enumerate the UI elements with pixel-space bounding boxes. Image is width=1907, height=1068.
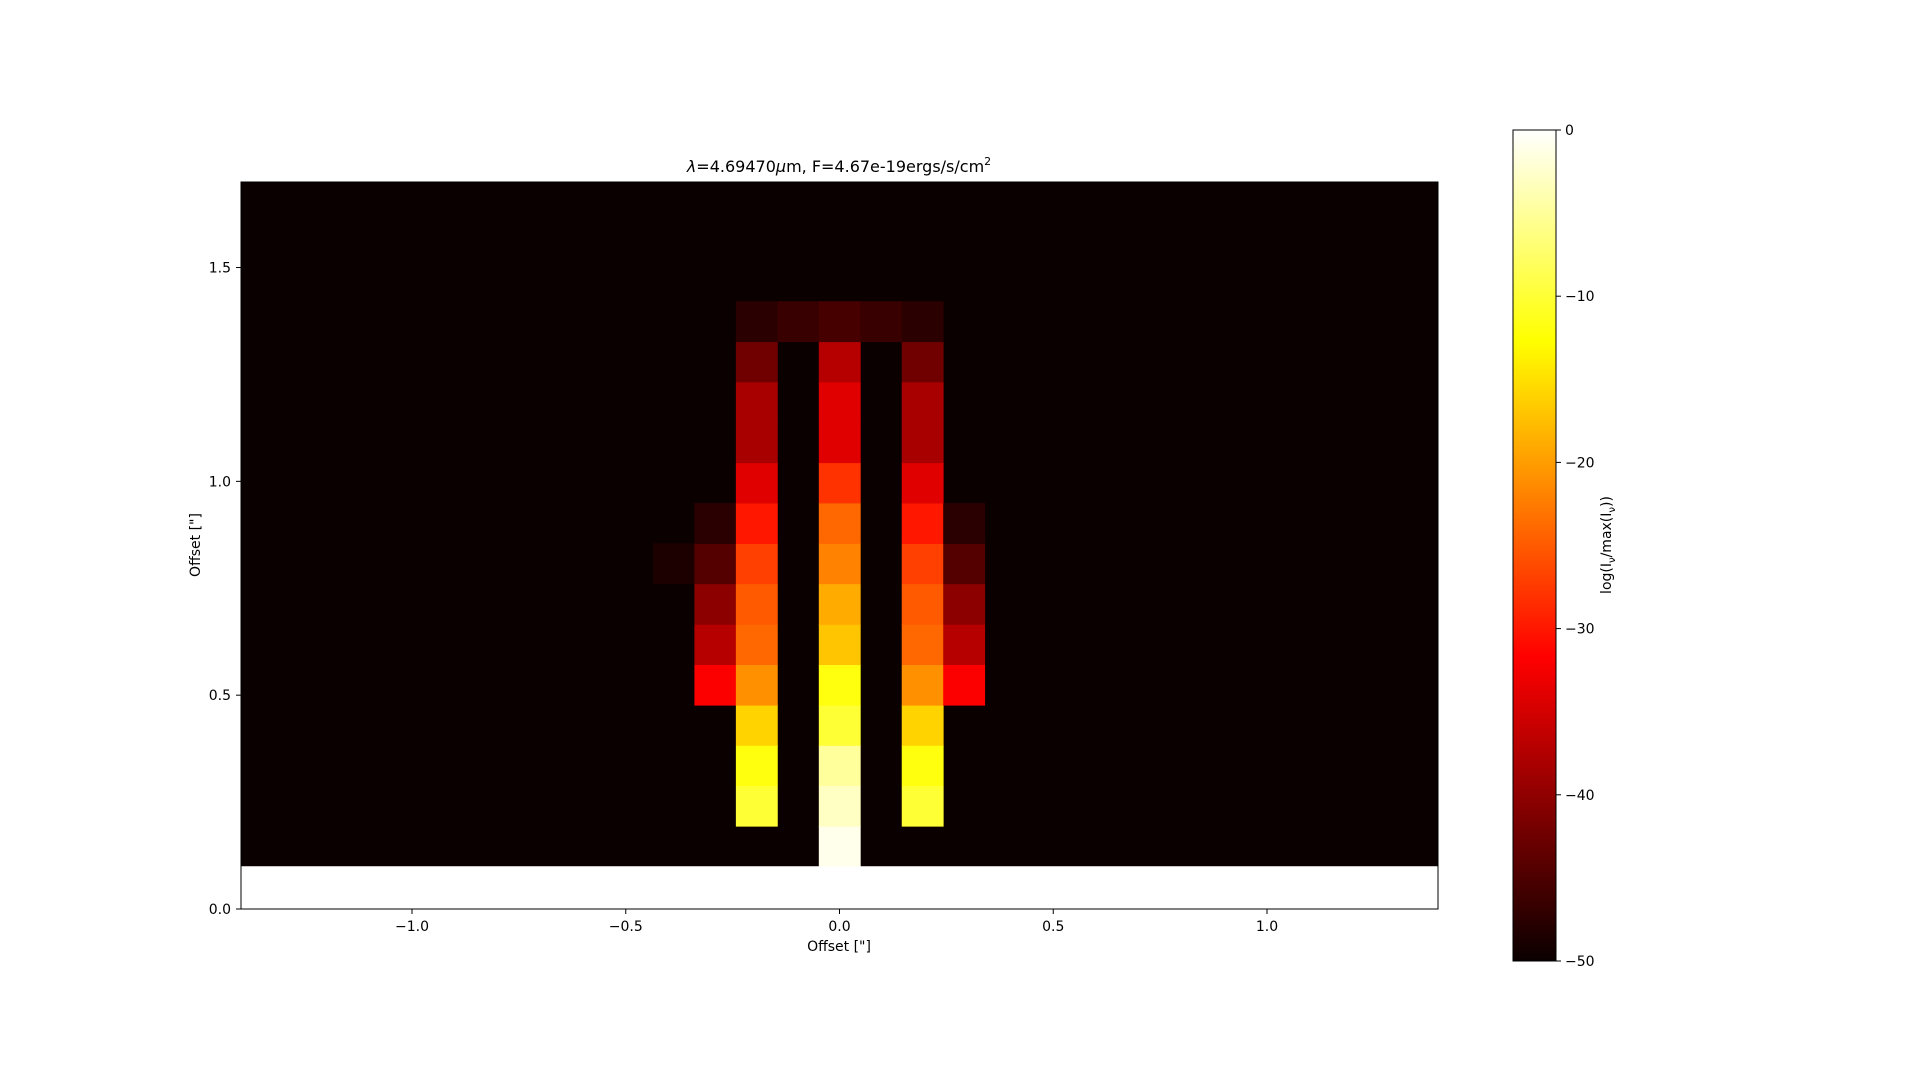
heatmap-cell <box>901 543 944 585</box>
heatmap-cell <box>735 543 778 585</box>
y-tick-label: 0.5 <box>209 688 231 704</box>
colorbar: 0 −10 −20 −30 −40 −50 log(Iν/max(Iν)) <box>1512 123 1618 970</box>
heatmap-cell <box>735 583 778 625</box>
heatmap-cell <box>818 704 861 746</box>
colorbar-gradient <box>1512 129 1557 962</box>
y-tick-label: 0.0 <box>209 902 231 918</box>
heatmap-cell <box>735 382 778 423</box>
heatmap-cell <box>818 341 861 383</box>
title-mu-symbol: μ <box>775 157 786 176</box>
heatmap-cell <box>943 664 986 706</box>
blank-region <box>241 866 1438 909</box>
x-axis-ticks: −1.0 −0.5 0.0 0.5 1.0 <box>395 909 1278 935</box>
heatmap-cell <box>818 745 861 786</box>
heatmap-cell <box>901 301 944 343</box>
heatmap-cell <box>901 341 944 383</box>
heatmap-cell <box>694 583 737 625</box>
colorbar-tick-label: −20 <box>1565 455 1595 471</box>
heatmap-cell <box>694 624 737 665</box>
heatmap-cell <box>901 503 944 544</box>
title-lambda-value: =4.69470 <box>696 157 776 176</box>
heatmap-cell <box>818 382 861 423</box>
x-tick-label: 1.0 <box>1256 919 1278 935</box>
title-superscript: 2 <box>984 155 991 168</box>
heatmap-cell <box>901 745 944 786</box>
heatmap-cell <box>777 301 820 343</box>
y-tick-label: 1.5 <box>209 261 231 277</box>
colorbar-tick-label: 0 <box>1565 123 1574 139</box>
heatmap-plot <box>240 181 1439 910</box>
heatmap-cell <box>818 462 861 504</box>
chart-title: λ=4.69470μm, F=4.67e-19ergs/s/cm2 <box>686 155 991 176</box>
colorbar-tick-label: −30 <box>1565 622 1595 638</box>
heatmap-cell <box>735 704 778 746</box>
heatmap-cells <box>652 301 986 867</box>
heatmap-cell <box>818 664 861 706</box>
heatmap-cell <box>943 543 986 585</box>
heatmap-cell <box>901 785 944 827</box>
heatmap-cell <box>818 825 861 867</box>
heatmap-cell <box>818 785 861 827</box>
heatmap-cell <box>943 624 986 665</box>
heatmap-cell <box>943 583 986 625</box>
y-axis-label: Offset ["] <box>188 513 204 577</box>
heatmap-cell <box>652 543 695 585</box>
heatmap-cell <box>694 503 737 544</box>
heatmap-cell <box>901 624 944 665</box>
heatmap-cell <box>818 624 861 665</box>
heatmap-cell <box>735 785 778 827</box>
x-tick-label: −0.5 <box>609 919 643 935</box>
heatmap-cell <box>901 704 944 746</box>
heatmap-cell <box>818 543 861 585</box>
y-tick-label: 1.0 <box>209 474 231 490</box>
heatmap-cell <box>943 503 986 544</box>
heatmap-cell <box>735 624 778 665</box>
y-axis-ticks: 0.0 0.5 1.0 1.5 <box>209 261 241 918</box>
heatmap-cell <box>735 341 778 383</box>
heatmap-cell <box>901 583 944 625</box>
colorbar-label: log(Iν/max(Iν)) <box>1599 496 1618 594</box>
x-tick-label: 0.5 <box>1042 919 1064 935</box>
heatmap-cell <box>735 422 778 464</box>
colorbar-tick-label: −50 <box>1565 954 1595 970</box>
heatmap-cell <box>901 422 944 464</box>
heatmap-cell <box>818 503 861 544</box>
heatmap-cell <box>818 422 861 464</box>
heatmap-cell <box>694 543 737 585</box>
heatmap-cell <box>860 301 903 343</box>
heatmap-cell <box>901 382 944 423</box>
colorbar-tick-label: −40 <box>1565 788 1595 804</box>
heatmap-cell <box>735 664 778 706</box>
title-unit-text: m, F=4.67e-19ergs/s/cm <box>786 157 984 176</box>
heatmap-cell <box>735 301 778 343</box>
title-lambda-symbol: λ <box>686 157 696 176</box>
heatmap-cell <box>818 301 861 343</box>
colorbar-tick-label: −10 <box>1565 289 1595 305</box>
heatmap-cell <box>818 583 861 625</box>
colorbar-ticks: 0 −10 −20 −30 −40 −50 <box>1556 123 1595 970</box>
heatmap-cell <box>901 462 944 504</box>
x-tick-label: −1.0 <box>395 919 429 935</box>
heatmap-cell <box>901 664 944 706</box>
heatmap-cell <box>735 745 778 786</box>
heatmap-cell <box>735 503 778 544</box>
heatmap-cell <box>735 462 778 504</box>
x-axis-label: Offset ["] <box>807 939 871 955</box>
heatmap-cell <box>694 664 737 706</box>
x-tick-label: 0.0 <box>828 919 850 935</box>
